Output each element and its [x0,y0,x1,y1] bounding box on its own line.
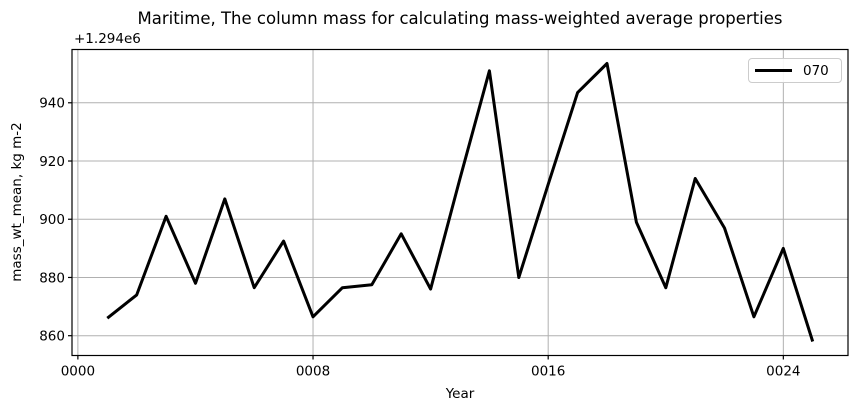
x-axis-label: Year [445,386,475,402]
series-line-070 [106,62,815,342]
legend: 070 [748,58,842,83]
x-tick-label: 0024 [766,364,800,380]
y-tick-label: 880 [39,270,65,286]
y-tick-label: 920 [39,154,65,170]
x-tick-label: 0016 [531,364,565,380]
y-tick-label: 900 [39,212,65,228]
chart-title: Maritime, The column mass for calculatin… [137,9,783,28]
legend-line-sample [755,68,792,73]
y-axis-label: mass_wt_mean, kg m-2 [9,122,25,282]
x-tick-label: 0000 [61,364,95,380]
legend-entry-label: 070 [803,62,829,79]
y-tick-label: 860 [39,329,65,345]
y-axis-offset-label: +1.294e6 [74,31,141,47]
x-tick-label: 0008 [296,364,330,380]
y-tick-label: 940 [39,96,65,112]
plot-border [71,48,849,357]
